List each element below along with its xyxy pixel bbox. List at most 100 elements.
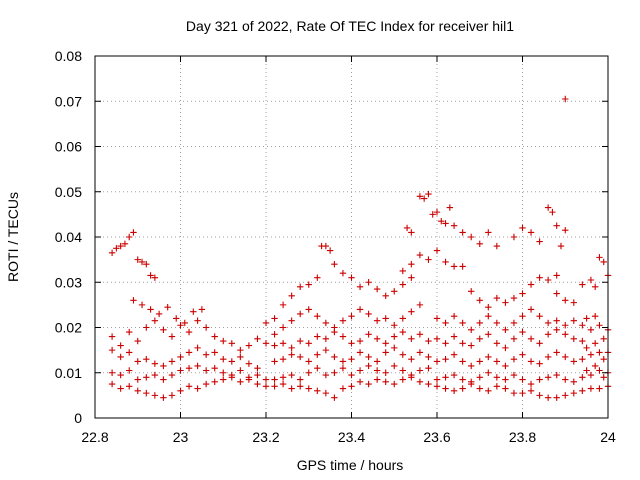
- data-point: [468, 233, 475, 241]
- data-point: [348, 355, 355, 363]
- data-point: [536, 312, 543, 320]
- data-point: [279, 355, 287, 363]
- data-point: [450, 263, 458, 270]
- data-point: [536, 274, 543, 281]
- data-point: [587, 276, 595, 284]
- data-point: [476, 319, 483, 327]
- data-point: [181, 319, 188, 327]
- data-point: [151, 392, 159, 399]
- data-point: [429, 211, 436, 218]
- data-point: [544, 353, 552, 361]
- data-point: [587, 326, 595, 333]
- data-point: [579, 337, 586, 345]
- data-point: [331, 260, 338, 268]
- data-point: [228, 374, 235, 381]
- data-point: [553, 317, 560, 324]
- data-point: [442, 355, 449, 363]
- data-point: [510, 355, 518, 363]
- data-point: [348, 383, 355, 390]
- data-point: [331, 328, 338, 336]
- data-point: [279, 301, 287, 309]
- data-point: [476, 358, 483, 365]
- data-point: [365, 279, 372, 286]
- data-point: [117, 371, 124, 379]
- data-point: [579, 374, 586, 381]
- data-point: [365, 310, 372, 318]
- data-point: [322, 371, 330, 379]
- data-point: [326, 247, 334, 254]
- data-point: [433, 383, 441, 390]
- data-point: [416, 331, 424, 338]
- data-point: [185, 349, 193, 356]
- data-point: [160, 326, 167, 333]
- data-point: [391, 380, 398, 388]
- data-point: [279, 380, 287, 388]
- data-point: [591, 362, 599, 370]
- data-point: [553, 272, 560, 279]
- data-point: [536, 340, 543, 347]
- data-point: [297, 376, 304, 383]
- data-point: [211, 333, 218, 340]
- data-point: [408, 374, 415, 381]
- data-point: [143, 260, 150, 268]
- data-point: [433, 208, 441, 216]
- data-point: [220, 369, 227, 376]
- data-point: [450, 333, 458, 340]
- data-point: [339, 270, 347, 277]
- data-point: [450, 371, 458, 379]
- data-point: [151, 317, 159, 324]
- data-point: [147, 272, 154, 279]
- data-point: [348, 340, 355, 347]
- data-point: [416, 251, 424, 259]
- data-point: [373, 367, 381, 374]
- data-point: [237, 346, 244, 354]
- data-point: [297, 383, 304, 390]
- data-point: [450, 387, 458, 395]
- x-tick-label: 22.8: [81, 429, 108, 445]
- x-tick-label: 23.4: [338, 429, 365, 445]
- data-point: [143, 374, 150, 381]
- data-point: [587, 351, 595, 358]
- data-point: [425, 190, 432, 198]
- data-point: [450, 222, 458, 229]
- data-point: [493, 358, 501, 365]
- data-point: [164, 303, 171, 311]
- data-point: [202, 351, 210, 358]
- data-point: [297, 353, 304, 361]
- data-point: [433, 315, 441, 322]
- data-point: [143, 355, 150, 363]
- data-point: [279, 340, 287, 347]
- y-tick-label: 0.05: [55, 184, 82, 200]
- data-point: [134, 376, 141, 383]
- data-point: [356, 378, 364, 385]
- data-point: [391, 322, 398, 329]
- data-point: [322, 319, 330, 327]
- data-point: [527, 387, 535, 395]
- data-point: [510, 371, 518, 379]
- data-point: [134, 387, 141, 395]
- data-point: [134, 337, 141, 345]
- data-point: [254, 371, 261, 379]
- data-point: [262, 383, 270, 390]
- data-point: [442, 340, 449, 347]
- data-point: [502, 385, 509, 392]
- data-point: [416, 349, 424, 356]
- data-point: [271, 331, 278, 338]
- data-point: [391, 362, 398, 370]
- data-point: [365, 353, 372, 361]
- data-point: [322, 346, 330, 354]
- data-point: [399, 328, 406, 336]
- data-point: [314, 274, 321, 281]
- data-point: [433, 335, 441, 343]
- data-point: [117, 353, 124, 361]
- data-point: [570, 317, 577, 324]
- y-tick-label: 0.08: [55, 48, 82, 64]
- data-point: [185, 328, 193, 336]
- y-axis-label: ROTI / TECUs: [5, 192, 21, 282]
- data-point: [305, 340, 312, 347]
- data-point: [583, 367, 590, 374]
- data-point: [211, 365, 218, 372]
- data-point: [399, 376, 406, 383]
- data-point: [297, 283, 304, 290]
- data-point: [108, 346, 116, 354]
